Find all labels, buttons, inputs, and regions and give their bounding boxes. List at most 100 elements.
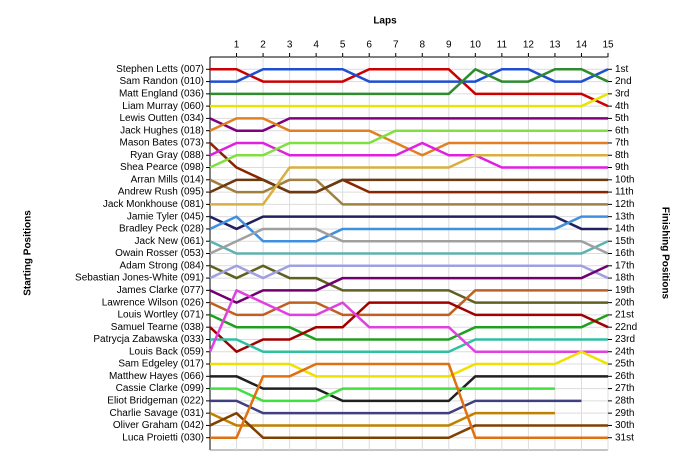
driver-name: Oliver Graham (042) — [113, 420, 204, 431]
x-tick-label: 4 — [313, 40, 319, 51]
position-line — [209, 129, 608, 169]
finish-position-label: 2nd — [615, 76, 632, 87]
finish-position-label: 15th — [615, 236, 634, 247]
driver-name: Jack Monkhouse (081) — [103, 199, 204, 210]
position-line — [210, 68, 609, 96]
position-line — [209, 411, 608, 439]
x-tick-label: 1 — [234, 40, 240, 51]
position-line — [209, 313, 609, 341]
finish-position-label: 4th — [615, 101, 629, 112]
position-line — [209, 215, 608, 243]
position-line — [209, 227, 609, 255]
position-line — [209, 215, 608, 231]
x-tick-label: 6 — [366, 40, 372, 51]
x-tick-label: 14 — [576, 40, 588, 51]
finish-position-label: 23rd — [615, 334, 635, 345]
labels: 1 2 3 4 5 6 7 8 9 10 11 12 13 14 151st2nd3rd4th5th6th7… — [75, 40, 637, 444]
driver-name: Jamie Tyler (045) — [127, 211, 204, 222]
driver-name: Liam Murray (060) — [122, 101, 204, 112]
driver-name: Luca Proietti (030) — [122, 432, 204, 443]
driver-name: Jack Hughes (018) — [120, 125, 204, 136]
position-line — [209, 301, 609, 353]
x-axis-title: Laps — [373, 16, 397, 27]
driver-name: Matthew Hayes (066) — [109, 371, 204, 382]
driver-name: Mason Bates (073) — [120, 138, 205, 149]
position-line — [210, 92, 609, 108]
finish-position-label: 14th — [615, 224, 634, 235]
driver-name: Owain Rosser (053) — [115, 248, 204, 259]
finish-position-label: 5th — [615, 113, 629, 124]
position-line — [209, 264, 609, 280]
y2-axis-title: Finishing Positions — [659, 207, 670, 300]
lines — [208, 68, 609, 439]
finish-position-label: 17th — [615, 260, 634, 271]
position-line — [210, 399, 582, 415]
driver-name: Jack New (061) — [135, 236, 204, 247]
driver-name: Adam Strong (084) — [120, 260, 205, 271]
driver-name: Arran Mills (014) — [131, 174, 204, 185]
x-tick-label: 8 — [419, 40, 425, 51]
position-line — [210, 362, 608, 439]
driver-name: James Clarke (077) — [117, 285, 204, 296]
x-tick-label: 13 — [549, 40, 561, 51]
x-tick-label: 5 — [340, 40, 346, 51]
driver-name: Charlie Savage (031) — [110, 408, 205, 419]
driver-name: Matt England (036) — [119, 88, 204, 99]
finish-position-label: 3rd — [615, 88, 629, 99]
x-tick-label: 12 — [523, 40, 535, 51]
driver-name: Lewis Outten (034) — [120, 113, 205, 124]
driver-name: Sebastian Jones-White (091) — [75, 273, 204, 284]
driver-name: Louis Wortley (071) — [117, 310, 204, 321]
finish-position-label: 22nd — [615, 322, 637, 333]
driver-name: Bradley Peck (028) — [119, 224, 204, 235]
position-line — [210, 154, 608, 206]
finish-position-label: 10th — [615, 174, 634, 185]
finish-position-label: 21st — [615, 310, 634, 321]
x-tick-label: 2 — [260, 40, 266, 51]
driver-name: Shea Pearce (098) — [120, 162, 204, 173]
x-tick-label: 11 — [497, 40, 508, 51]
driver-name: Cassie Clarke (099) — [116, 383, 204, 394]
y-axis-title: Starting Positions — [23, 210, 34, 296]
finish-position-label: 29th — [615, 408, 634, 419]
finish-position-label: 24th — [615, 346, 634, 357]
driver-name: Sam Randon (010) — [120, 76, 205, 87]
finish-position-label: 16th — [615, 248, 634, 259]
x-tick-label: 15 — [602, 40, 614, 51]
position-line — [209, 264, 609, 304]
x-tick-label: 9 — [446, 40, 452, 51]
finish-position-label: 30th — [615, 420, 634, 431]
driver-name: Lawrence Wilson (026) — [102, 297, 204, 308]
x-tick-label: 10 — [470, 40, 482, 51]
position-line — [208, 289, 608, 353]
driver-name: Andrew Rush (095) — [118, 187, 204, 198]
driver-name: Eliot Bridgeman (022) — [107, 396, 204, 407]
driver-name: Stephen Letts (007) — [116, 64, 204, 75]
x-tick-label: 3 — [287, 40, 293, 51]
finish-position-label: 28th — [615, 396, 634, 407]
driver-name: Louis Back (059) — [129, 346, 204, 357]
position-line — [210, 387, 555, 403]
finish-position-label: 18th — [615, 273, 634, 284]
finish-position-label: 25th — [615, 359, 634, 370]
finish-position-label: 13th — [615, 211, 634, 222]
position-line — [209, 411, 555, 427]
finish-position-label: 27th — [615, 383, 634, 394]
finish-position-label: 26th — [615, 371, 634, 382]
finish-position-label: 7th — [615, 138, 629, 149]
finish-position-label: 1st — [615, 64, 629, 75]
driver-name: Patrycja Zabawska (033) — [93, 334, 204, 345]
position-line — [210, 68, 609, 108]
finish-position-label: 20th — [615, 297, 634, 308]
finish-position-label: 9th — [615, 162, 629, 173]
finish-position-label: 11th — [615, 187, 634, 198]
position-line — [210, 350, 609, 378]
finish-position-label: 12th — [615, 199, 634, 210]
driver-name: Ryan Gray (088) — [130, 150, 204, 161]
driver-name: Samuel Tearne (038) — [111, 322, 204, 333]
finish-position-label: 8th — [615, 150, 629, 161]
finish-position-label: 6th — [615, 125, 629, 136]
position-line — [210, 338, 608, 353]
driver-name: Sam Edgeley (017) — [118, 359, 204, 370]
